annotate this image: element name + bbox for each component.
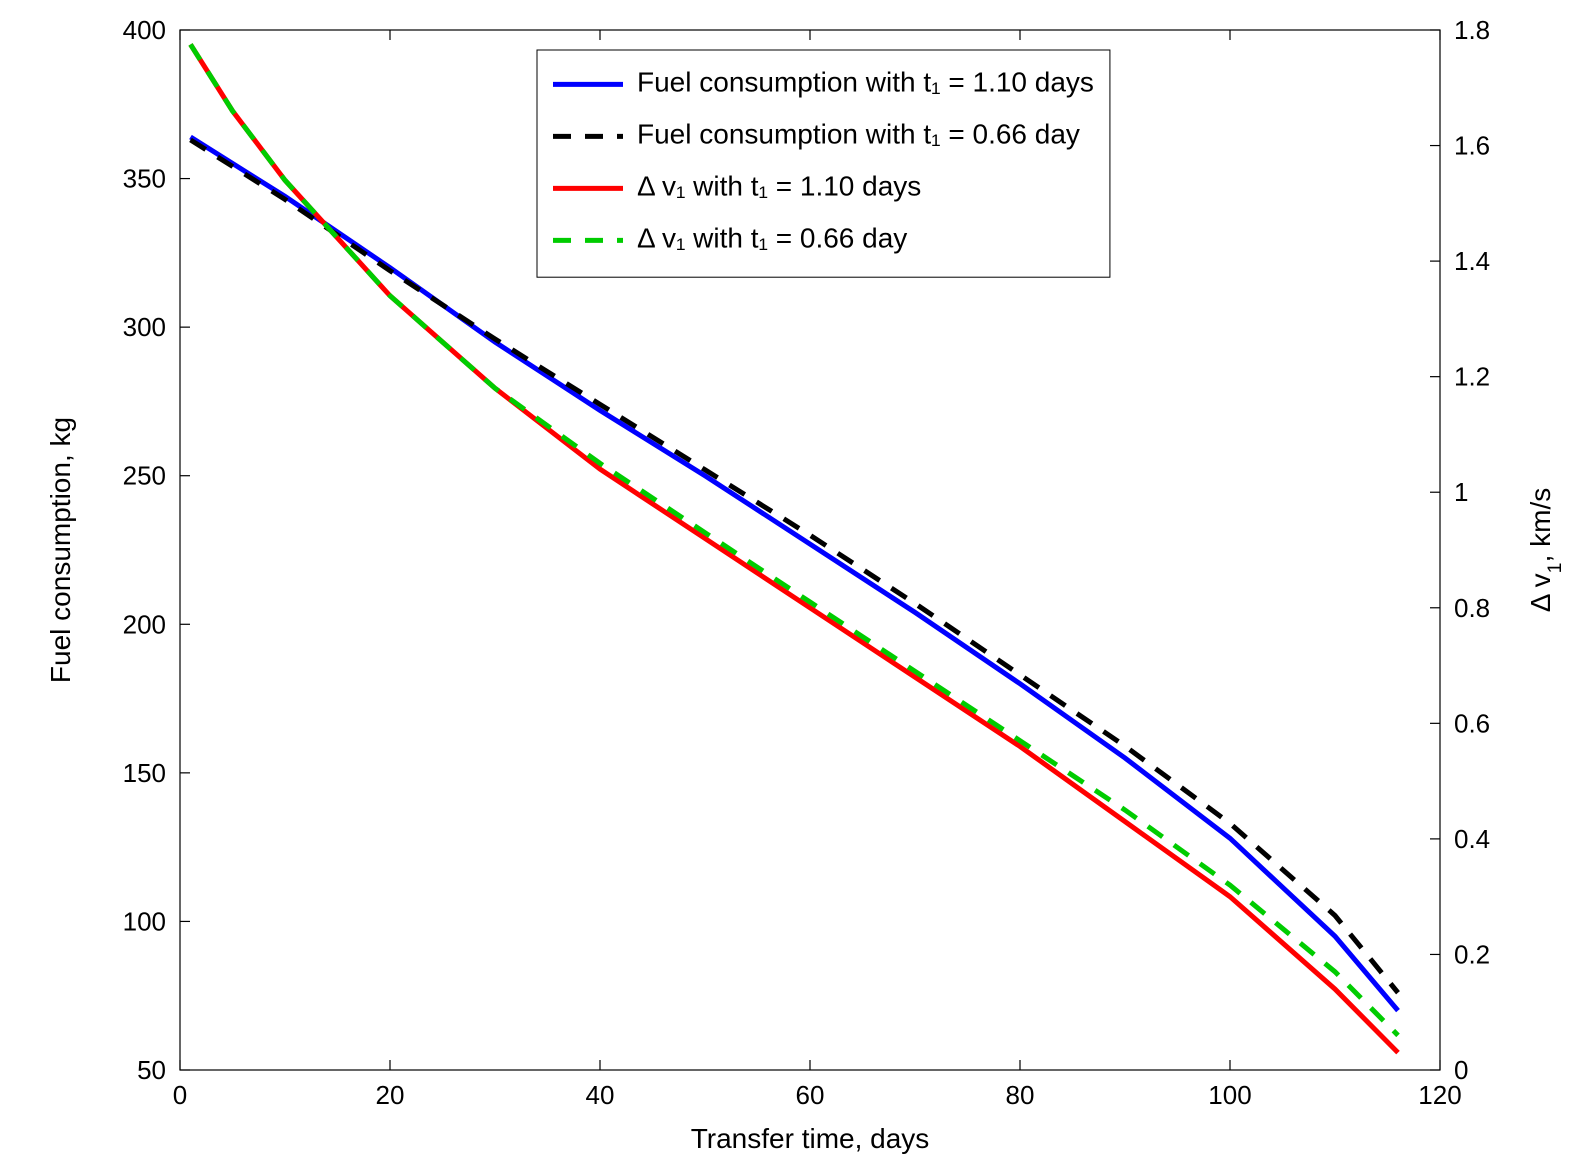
legend-entry-label: Fuel consumption with t₁ = 1.10 days <box>637 66 1094 97</box>
x-axis-label: Transfer time, days <box>691 1123 930 1154</box>
x-tick-label: 80 <box>1006 1080 1035 1110</box>
yright-tick-label: 1 <box>1454 477 1468 507</box>
yleft-tick-label: 150 <box>123 758 166 788</box>
x-tick-label: 0 <box>173 1080 187 1110</box>
x-tick-label: 60 <box>796 1080 825 1110</box>
x-tick-label: 40 <box>586 1080 615 1110</box>
yleft-tick-label: 350 <box>123 164 166 194</box>
yleft-tick-label: 300 <box>123 312 166 342</box>
x-tick-label: 20 <box>376 1080 405 1110</box>
yleft-tick-label: 250 <box>123 461 166 491</box>
yleft-tick-label: 200 <box>123 609 166 639</box>
yleft-tick-label: 400 <box>123 15 166 45</box>
yright-tick-label: 1.6 <box>1454 131 1490 161</box>
yright-tick-label: 0.4 <box>1454 824 1490 854</box>
yleft-tick-label: 100 <box>123 906 166 936</box>
yleft-tick-label: 50 <box>137 1055 166 1085</box>
yright-tick-label: 1.8 <box>1454 15 1490 45</box>
yleft-axis-label: Fuel consumption, kg <box>45 417 76 683</box>
yright-tick-label: 0.6 <box>1454 708 1490 738</box>
yright-tick-label: 1.2 <box>1454 362 1490 392</box>
legend-entry-label: Δ v₁ with t₁ = 1.10 days <box>637 170 921 201</box>
yright-tick-label: 0 <box>1454 1055 1468 1085</box>
yright-tick-label: 0.2 <box>1454 939 1490 969</box>
yright-tick-label: 1.4 <box>1454 246 1490 276</box>
fuel-dv-chart: 020406080100120Transfer time, days501001… <box>0 0 1593 1176</box>
legend-entry-label: Δ v₁ with t₁ = 0.66 day <box>637 222 907 253</box>
x-tick-label: 100 <box>1208 1080 1251 1110</box>
yright-tick-label: 0.8 <box>1454 593 1490 623</box>
legend-entry-label: Fuel consumption with t₁ = 0.66 day <box>637 118 1080 149</box>
legend: Fuel consumption with t₁ = 1.10 days Fuel… <box>537 50 1110 277</box>
